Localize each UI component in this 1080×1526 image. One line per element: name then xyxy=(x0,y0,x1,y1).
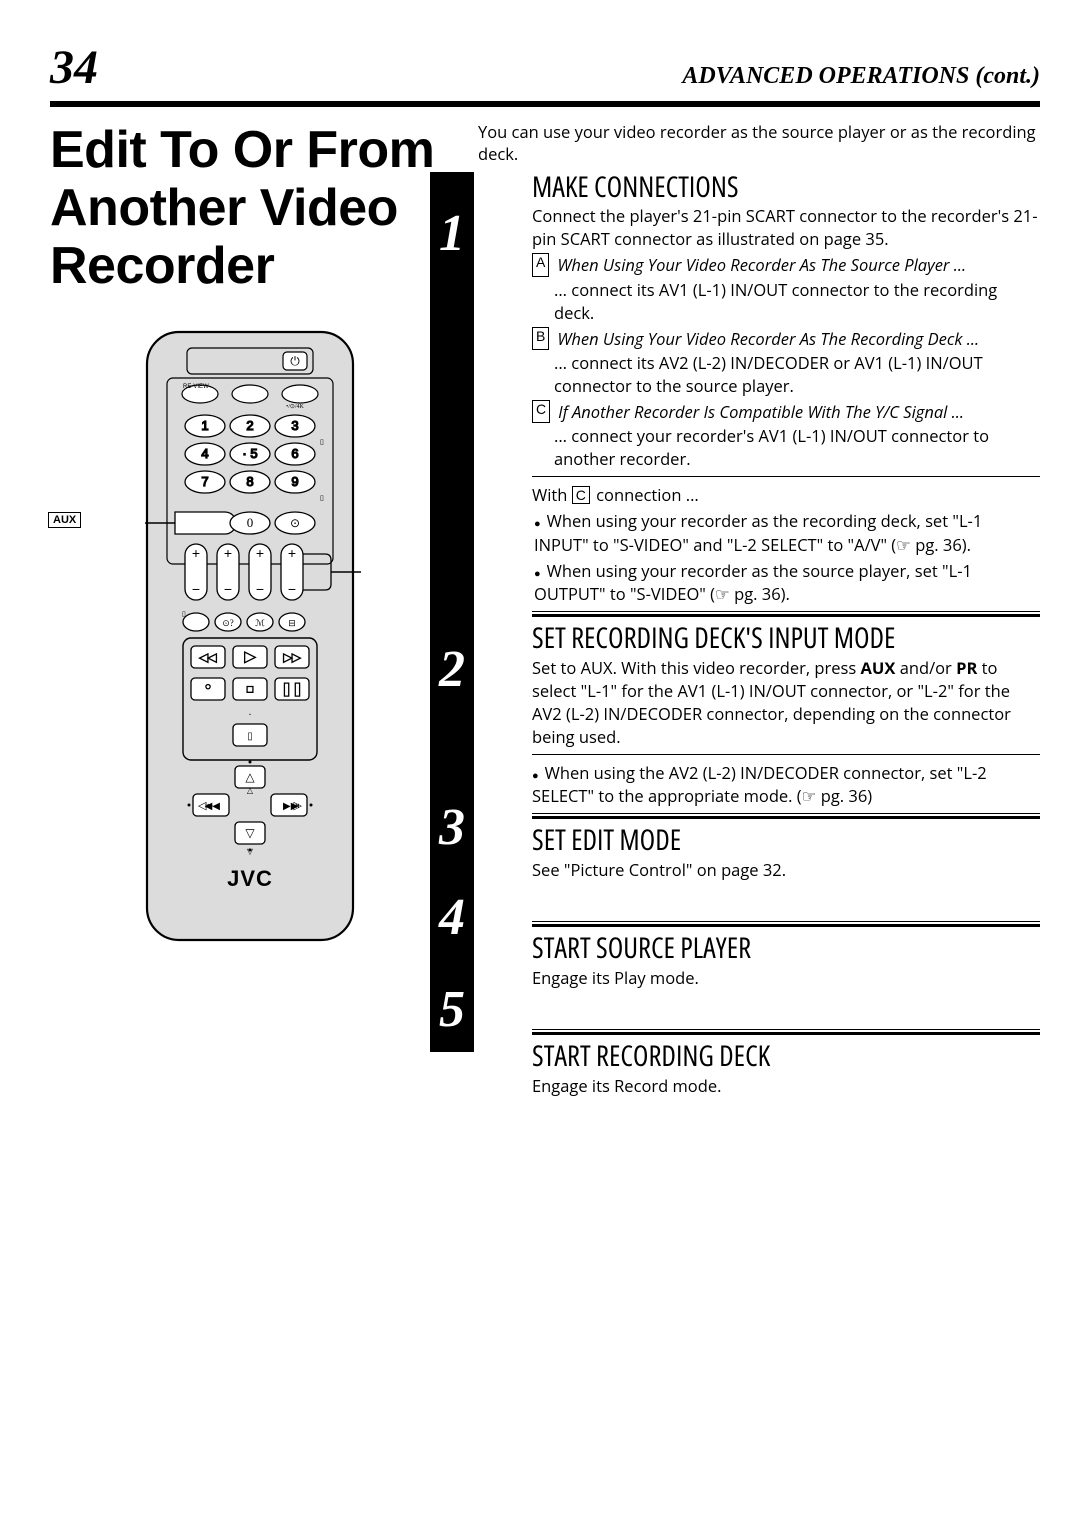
step-number-4: 4 xyxy=(430,892,474,944)
svg-text:◀◀: ◀◀ xyxy=(200,652,217,664)
svg-text:△: △ xyxy=(247,786,254,795)
section-header: ADVANCED OPERATIONS (cont.) xyxy=(682,63,1040,90)
step-1-bullet-2: When using your recorder as the source p… xyxy=(532,559,1040,605)
intro-text: You can use your video recorder as the s… xyxy=(478,121,1040,166)
step-4: START SOURCE PLAYER Engage its Play mode… xyxy=(532,933,1040,989)
svg-text:· 5: · 5 xyxy=(242,446,257,461)
step-5-heading: START RECORDING DECK xyxy=(532,1041,1040,1072)
step-2-heading: SET RECORDING DECK'S INPUT MODE xyxy=(532,623,1040,654)
step-3-heading: SET EDIT MODE xyxy=(532,825,1040,856)
svg-text:▯: ▯ xyxy=(320,439,324,446)
step-2: SET RECORDING DECK'S INPUT MODE Set to A… xyxy=(532,623,1040,807)
case-c-title: If Another Recorder Is Compatible With T… xyxy=(558,400,964,423)
svg-text:JVC: JVC xyxy=(227,866,273,891)
step-1-divider xyxy=(532,476,1040,477)
step-4-body: Engage its Play mode. xyxy=(532,966,1040,989)
case-a-body: ... connect its AV1 (L-1) IN/OUT connect… xyxy=(532,278,1040,324)
svg-text:+: + xyxy=(256,545,264,561)
step-1-heading: MAKE CONNECTIONS xyxy=(532,172,1040,203)
svg-text:−: − xyxy=(224,581,232,597)
aux-callout-label: AUX xyxy=(48,512,81,528)
case-c-body: ... connect your recorder's AV1 (L-1) IN… xyxy=(532,424,1040,470)
svg-text:❚❚: ❚❚ xyxy=(281,681,303,697)
step-1-case-b: B When Using Your Video Recorder As The … xyxy=(532,327,1040,350)
svg-text:■: ■ xyxy=(246,682,253,696)
letter-box-a: A xyxy=(532,253,549,276)
step-3: SET EDIT MODE See "Picture Control" on p… xyxy=(532,825,1040,881)
svg-text:−: − xyxy=(256,581,264,597)
step-2-bullet: When using the AV2 (L-2) IN/DECODER conn… xyxy=(532,761,1040,807)
svg-text:⊙?: ⊙? xyxy=(222,618,234,628)
svg-text:·: · xyxy=(248,710,251,721)
case-a-title: When Using Your Video Recorder As The So… xyxy=(557,253,966,276)
step-1-case-c: C If Another Recorder Is Compatible With… xyxy=(532,400,1040,423)
svg-text:•/⊙/4K: •/⊙/4K xyxy=(286,404,304,410)
svg-text:ℳ: ℳ xyxy=(255,618,265,628)
svg-text:2: 2 xyxy=(246,418,253,433)
rule-after-step-3 xyxy=(532,921,1040,927)
svg-text:◀◀: ◀◀ xyxy=(205,801,221,812)
svg-text:▶▶: ▶▶ xyxy=(284,652,301,664)
svg-text:1: 1 xyxy=(201,418,208,433)
step-1-bullet-1: When using your recorder as the recordin… xyxy=(532,509,1040,555)
svg-text:+: + xyxy=(192,545,200,561)
case-b-body: ... connect its AV2 (L-2) IN/DECODER or … xyxy=(532,351,1040,397)
svg-text:▯: ▯ xyxy=(247,731,253,742)
svg-text:3: 3 xyxy=(291,418,298,433)
step-5-body: Engage its Record mode. xyxy=(532,1074,1040,1097)
svg-text:⊟: ⊟ xyxy=(288,618,296,628)
svg-text:▯: ▯ xyxy=(320,495,324,502)
svg-text:9: 9 xyxy=(291,474,298,489)
remote-illustration: ⏻ RE-VIEW •/⊙/4K 1 2 3 4 · 5 6 7 xyxy=(50,326,450,946)
step-1-lead: Connect the player's 21-pin SCART connec… xyxy=(532,204,1040,250)
svg-text:△: △ xyxy=(245,770,255,784)
svg-text:−: − xyxy=(288,581,296,597)
svg-text:7: 7 xyxy=(201,474,208,489)
step-number-3: 3 xyxy=(430,802,474,854)
step-4-heading: START SOURCE PLAYER xyxy=(532,933,1040,964)
svg-text:•: • xyxy=(205,677,211,697)
svg-text:▶: ▶ xyxy=(245,650,256,665)
letter-box-c: C xyxy=(532,400,550,423)
with-c-line: With C connection ... xyxy=(532,483,1040,506)
svg-text:+: + xyxy=(288,545,296,561)
svg-text:8: 8 xyxy=(246,474,253,489)
step-2-divider xyxy=(532,754,1040,755)
letter-box-b: B xyxy=(532,327,549,350)
letter-box-c-inline: C xyxy=(572,486,590,504)
svg-text:▽: ▽ xyxy=(245,826,255,840)
page-number: 34 xyxy=(50,40,98,95)
svg-text:⊙: ⊙ xyxy=(290,516,300,530)
rule-after-step-2 xyxy=(532,813,1040,819)
step-number-5: 5 xyxy=(430,984,474,1036)
svg-text:6: 6 xyxy=(291,446,298,461)
svg-text:0: 0 xyxy=(247,515,254,530)
step-5: START RECORDING DECK Engage its Record m… xyxy=(532,1041,1040,1097)
svg-text:⏻: ⏻ xyxy=(290,354,300,368)
svg-text:▽: ▽ xyxy=(247,847,254,856)
step-number-column: 1 2 3 4 5 xyxy=(430,172,474,1052)
svg-text:4: 4 xyxy=(201,446,208,461)
svg-text:▶▶: ▶▶ xyxy=(283,801,299,812)
case-b-title: When Using Your Video Recorder As The Re… xyxy=(557,327,979,350)
header-rule xyxy=(50,101,1040,107)
step-1: MAKE CONNECTIONS Connect the player's 21… xyxy=(532,172,1040,605)
rule-after-step-1 xyxy=(532,611,1040,617)
rule-after-step-4 xyxy=(532,1029,1040,1035)
step-3-body: See "Picture Control" on page 32. xyxy=(532,858,1040,881)
step-2-body: Set to AUX. With this video recorder, pr… xyxy=(532,656,1040,748)
svg-text:RE-VIEW: RE-VIEW xyxy=(183,384,209,390)
step-number-1: 1 xyxy=(430,208,474,260)
step-number-2: 2 xyxy=(430,644,474,696)
svg-text:▯: ▯ xyxy=(182,610,186,618)
svg-text:+: + xyxy=(224,545,232,561)
step-1-case-a: A When Using Your Video Recorder As The … xyxy=(532,253,1040,276)
svg-text:−: − xyxy=(192,581,200,597)
page-title: Edit To Or From Another Video Recorder xyxy=(50,121,450,296)
